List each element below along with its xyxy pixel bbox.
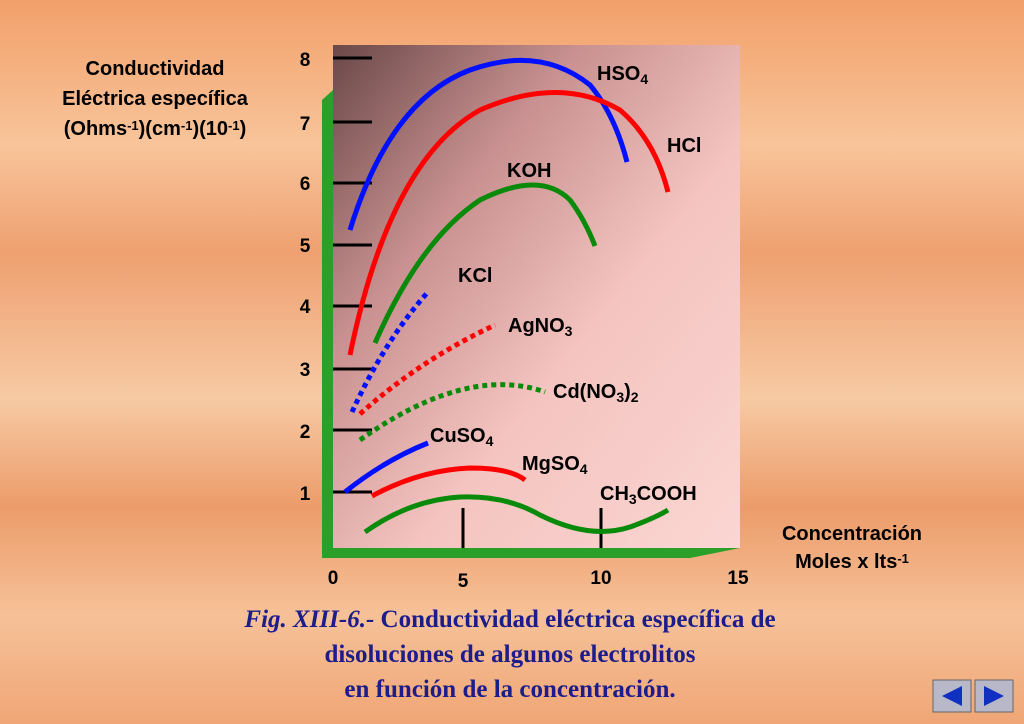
y-tick-label: 7 — [300, 114, 311, 135]
text-part: -1 — [897, 551, 909, 566]
text-part: )(10 — [192, 118, 228, 140]
caption: en función de la concentración. — [344, 676, 675, 703]
text-part: CuSO — [430, 425, 486, 447]
text-part: HSO — [597, 63, 640, 85]
text-part: COOH — [637, 483, 697, 505]
curve-label: CuSO4 — [430, 425, 494, 449]
curve-label: KCl — [458, 265, 492, 287]
curve-label: KOH — [507, 160, 551, 182]
text-part: Conductividad eléctrica específica de — [381, 606, 776, 633]
text-part: Fig. XIII-6.- — [243, 606, 380, 633]
curve-label: Cd(NO3)2 — [553, 381, 639, 405]
x-tick-label: 10 — [590, 568, 611, 589]
text-part: Moles x lts — [795, 551, 897, 573]
text-part: 4 — [580, 461, 588, 477]
caption: Fig. XIII-6.- Conductividad eléctrica es… — [243, 606, 775, 633]
text-part: -1 — [181, 118, 193, 133]
curve-label: MgSO4 — [522, 453, 588, 477]
curves — [343, 57, 671, 535]
y-tick-marks — [333, 56, 603, 548]
text-part: disoluciones de algunos electrolitos — [324, 641, 695, 668]
y-tick-label: 3 — [300, 360, 311, 381]
text-part: CH — [600, 483, 629, 505]
x-tick-label: 15 — [727, 568, 749, 589]
x-axis-title: Concentración — [782, 523, 922, 545]
y-tick-label: 6 — [300, 174, 311, 195]
caption: disoluciones de algunos electrolitos — [324, 641, 695, 668]
curve-label: AgNO3 — [508, 315, 573, 339]
x-axis-title: Moles x lts-1 — [795, 551, 909, 573]
curve-label: HSO4 — [597, 63, 648, 87]
text-part: HCl — [667, 135, 701, 157]
y-tick-label: 1 — [300, 484, 311, 505]
floor — [322, 548, 740, 558]
y-axis-title: (Ohms-1)(cm-1)(10-1) — [64, 118, 247, 140]
text-part: 4 — [486, 433, 494, 449]
text-part: )(cm — [139, 118, 181, 140]
text-part: -1 — [228, 118, 240, 133]
plot-panel — [333, 45, 740, 550]
text-part: ) — [240, 118, 247, 140]
y-tick-label: 8 — [300, 50, 311, 71]
text-part: KOH — [507, 160, 551, 182]
prev-arrow — [942, 686, 962, 706]
x-tick-label: 0 — [328, 568, 339, 589]
text-part: 4 — [640, 71, 648, 87]
text-part: 3 — [629, 491, 637, 507]
text-part: Conductividad — [86, 58, 225, 80]
next-arrow — [984, 686, 1004, 706]
text-part: -1 — [127, 118, 139, 133]
text-part: MgSO — [522, 453, 580, 475]
y-axis-title: Conductividad — [86, 58, 225, 80]
nav — [932, 679, 1014, 713]
y-tick-label: 5 — [300, 236, 311, 257]
text-part: ) — [624, 381, 631, 403]
text-part: 3 — [616, 389, 624, 405]
text-part: en función de la concentración. — [344, 676, 675, 703]
y-axis-title: Eléctrica específica — [62, 88, 249, 110]
text-part: (Ohms — [64, 118, 127, 140]
text-part: 3 — [565, 323, 573, 339]
text-part: KCl — [458, 265, 492, 287]
text-part: 2 — [631, 389, 639, 405]
curve-label: CH3COOH — [600, 483, 697, 507]
text-part: AgNO — [508, 315, 565, 337]
y-tick-label: 4 — [300, 297, 311, 318]
text-part: Eléctrica específica — [62, 88, 249, 110]
curve-label: HCl — [667, 135, 701, 157]
x-tick-label: 5 — [458, 571, 469, 592]
left-wall — [322, 90, 333, 556]
text-part: Concentración — [782, 523, 922, 545]
y-tick-label: 2 — [300, 422, 311, 443]
text-part: Cd(NO — [553, 381, 616, 403]
